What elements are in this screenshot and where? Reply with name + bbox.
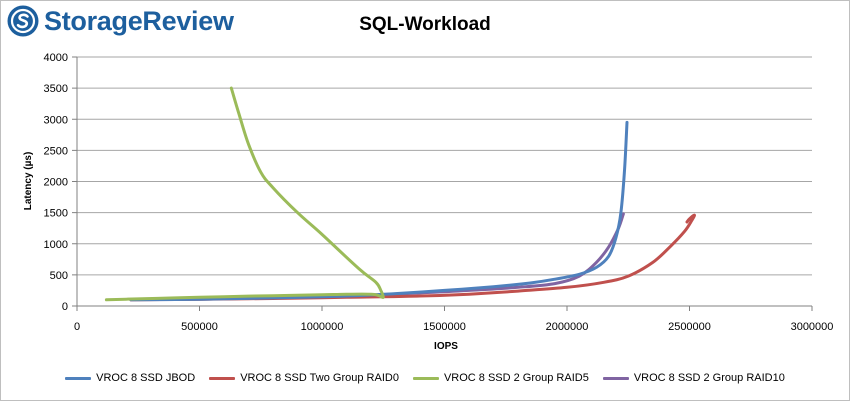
legend-swatch [209,376,236,380]
series-line-vroc-8-ssd-2-group-raid10 [129,212,625,302]
x-tick-label: 3000000 [791,321,834,333]
series-line-vroc-8-ssd-2-group-raid5 [104,86,385,302]
y-tick-label: 2000 [44,177,68,189]
storagereview-logo-icon [7,5,39,37]
legend-item: VROC 8 SSD 2 Group RAID5 [412,372,589,384]
x-tick-label: 500000 [181,321,218,333]
legend-swatch [602,376,629,380]
gridlines [77,56,812,276]
x-tick-label: 1000000 [301,321,344,333]
series-line-vroc-8-ssd-jbod [129,120,629,302]
legend-label: VROC 8 SSD 2 Group RAID5 [443,372,589,384]
y-tick-labels: 0 500 1000 1500 2000 2500 3000 3500 4000 [44,52,68,313]
x-tick-label: 0 [74,321,80,333]
series-line-vroc-8-ssd-two-group-raid0 [129,213,696,302]
y-tick-label: 1500 [44,208,68,220]
y-tick-label: 0 [62,301,68,313]
y-tick-label: 4000 [44,52,68,64]
legend: VROC 8 SSD JBOD VROC 8 SSD Two Group RAID… [0,372,850,384]
x-tick-label: 2500000 [668,321,711,333]
y-tick-label: 1000 [44,239,68,251]
y-tick-label: 3000 [44,114,68,126]
y-axis-title: Latency (µs) [23,152,34,211]
legend-label: VROC 8 SSD 2 Group RAID10 [633,372,785,384]
legend-label: VROC 8 SSD Two Group RAID0 [240,372,399,384]
axes [72,56,813,311]
y-tick-label: 2500 [44,145,68,157]
x-tick-label: 1500000 [423,321,466,333]
x-axis-title: IOPS [434,341,458,352]
series-lines [104,86,696,302]
x-tick-label: 2000000 [546,321,589,333]
y-tick-label: 3500 [44,83,68,95]
x-tick-labels: 0 500000 1000000 1500000 2000000 2500000 30000… [74,321,833,333]
legend-swatch [412,376,439,380]
y-tick-label: 500 [50,270,68,282]
brand-name: StorageReview [44,5,234,36]
legend-item: VROC 8 SSD JBOD [65,372,195,384]
legend-item: VROC 8 SSD 2 Group RAID10 [602,372,785,384]
legend-swatch [65,376,92,380]
brand-logo: StorageReview [6,4,234,38]
legend-item: VROC 8 SSD Two Group RAID0 [209,372,399,384]
legend-label: VROC 8 SSD JBOD [96,372,196,384]
chart-title: SQL-Workload [359,14,491,35]
